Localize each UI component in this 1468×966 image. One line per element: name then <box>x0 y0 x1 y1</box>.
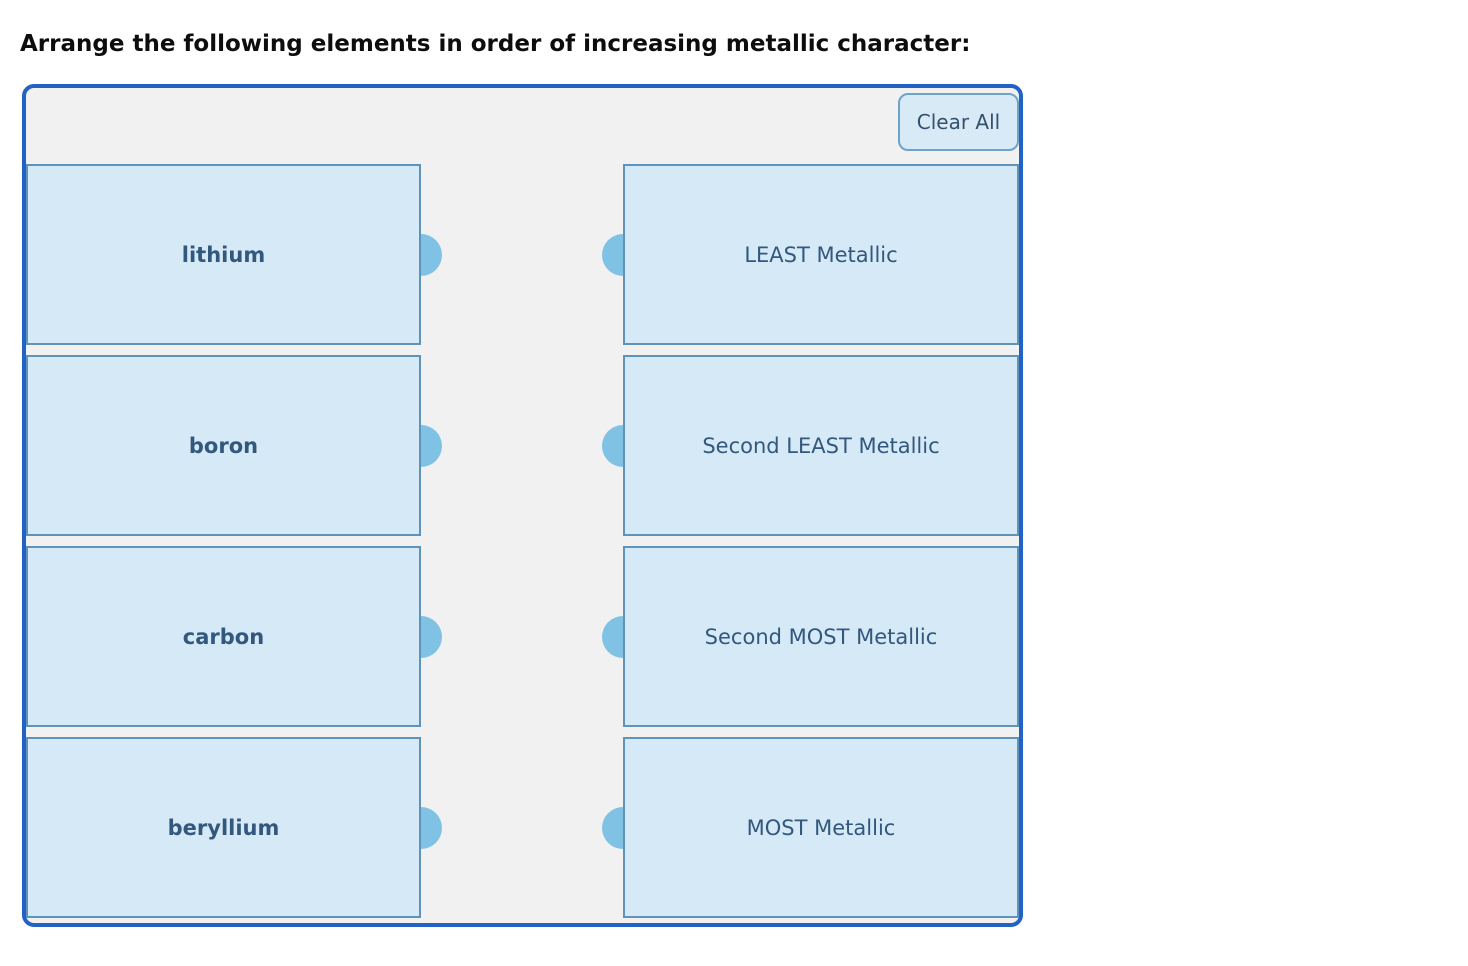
card-label: MOST Metallic <box>746 815 896 840</box>
element-card-beryllium[interactable]: beryllium <box>26 737 442 918</box>
element-card-lithium[interactable]: lithium <box>26 164 442 345</box>
card-label: lithium <box>181 242 266 267</box>
card-label: Second LEAST Metallic <box>702 433 940 458</box>
card-label: Second MOST Metallic <box>704 624 938 649</box>
rank-card-least-metallic[interactable]: LEAST Metallic <box>602 164 1019 345</box>
page-title: Arrange the following elements in order … <box>20 31 971 57</box>
connector-port-icon[interactable] <box>421 424 442 467</box>
connector-port-icon[interactable] <box>421 806 442 849</box>
connector-port-icon[interactable] <box>602 806 623 849</box>
matching-board: Clear All lithium boron carbon beryllium… <box>22 84 1023 927</box>
connector-port-icon[interactable] <box>421 615 442 658</box>
rank-card-second-most-metallic[interactable]: Second MOST Metallic <box>602 546 1019 727</box>
rank-card-most-metallic[interactable]: MOST Metallic <box>602 737 1019 918</box>
card-label: beryllium <box>167 815 280 840</box>
connector-port-icon[interactable] <box>602 615 623 658</box>
element-card-boron[interactable]: boron <box>26 355 442 536</box>
connector-port-icon[interactable] <box>602 424 623 467</box>
connector-port-icon[interactable] <box>602 233 623 276</box>
card-label: carbon <box>182 624 265 649</box>
connector-port-icon[interactable] <box>421 233 442 276</box>
element-card-carbon[interactable]: carbon <box>26 546 442 727</box>
rank-card-second-least-metallic[interactable]: Second LEAST Metallic <box>602 355 1019 536</box>
card-label: LEAST Metallic <box>744 242 898 267</box>
clear-all-button[interactable]: Clear All <box>898 93 1019 151</box>
card-label: boron <box>188 433 259 458</box>
